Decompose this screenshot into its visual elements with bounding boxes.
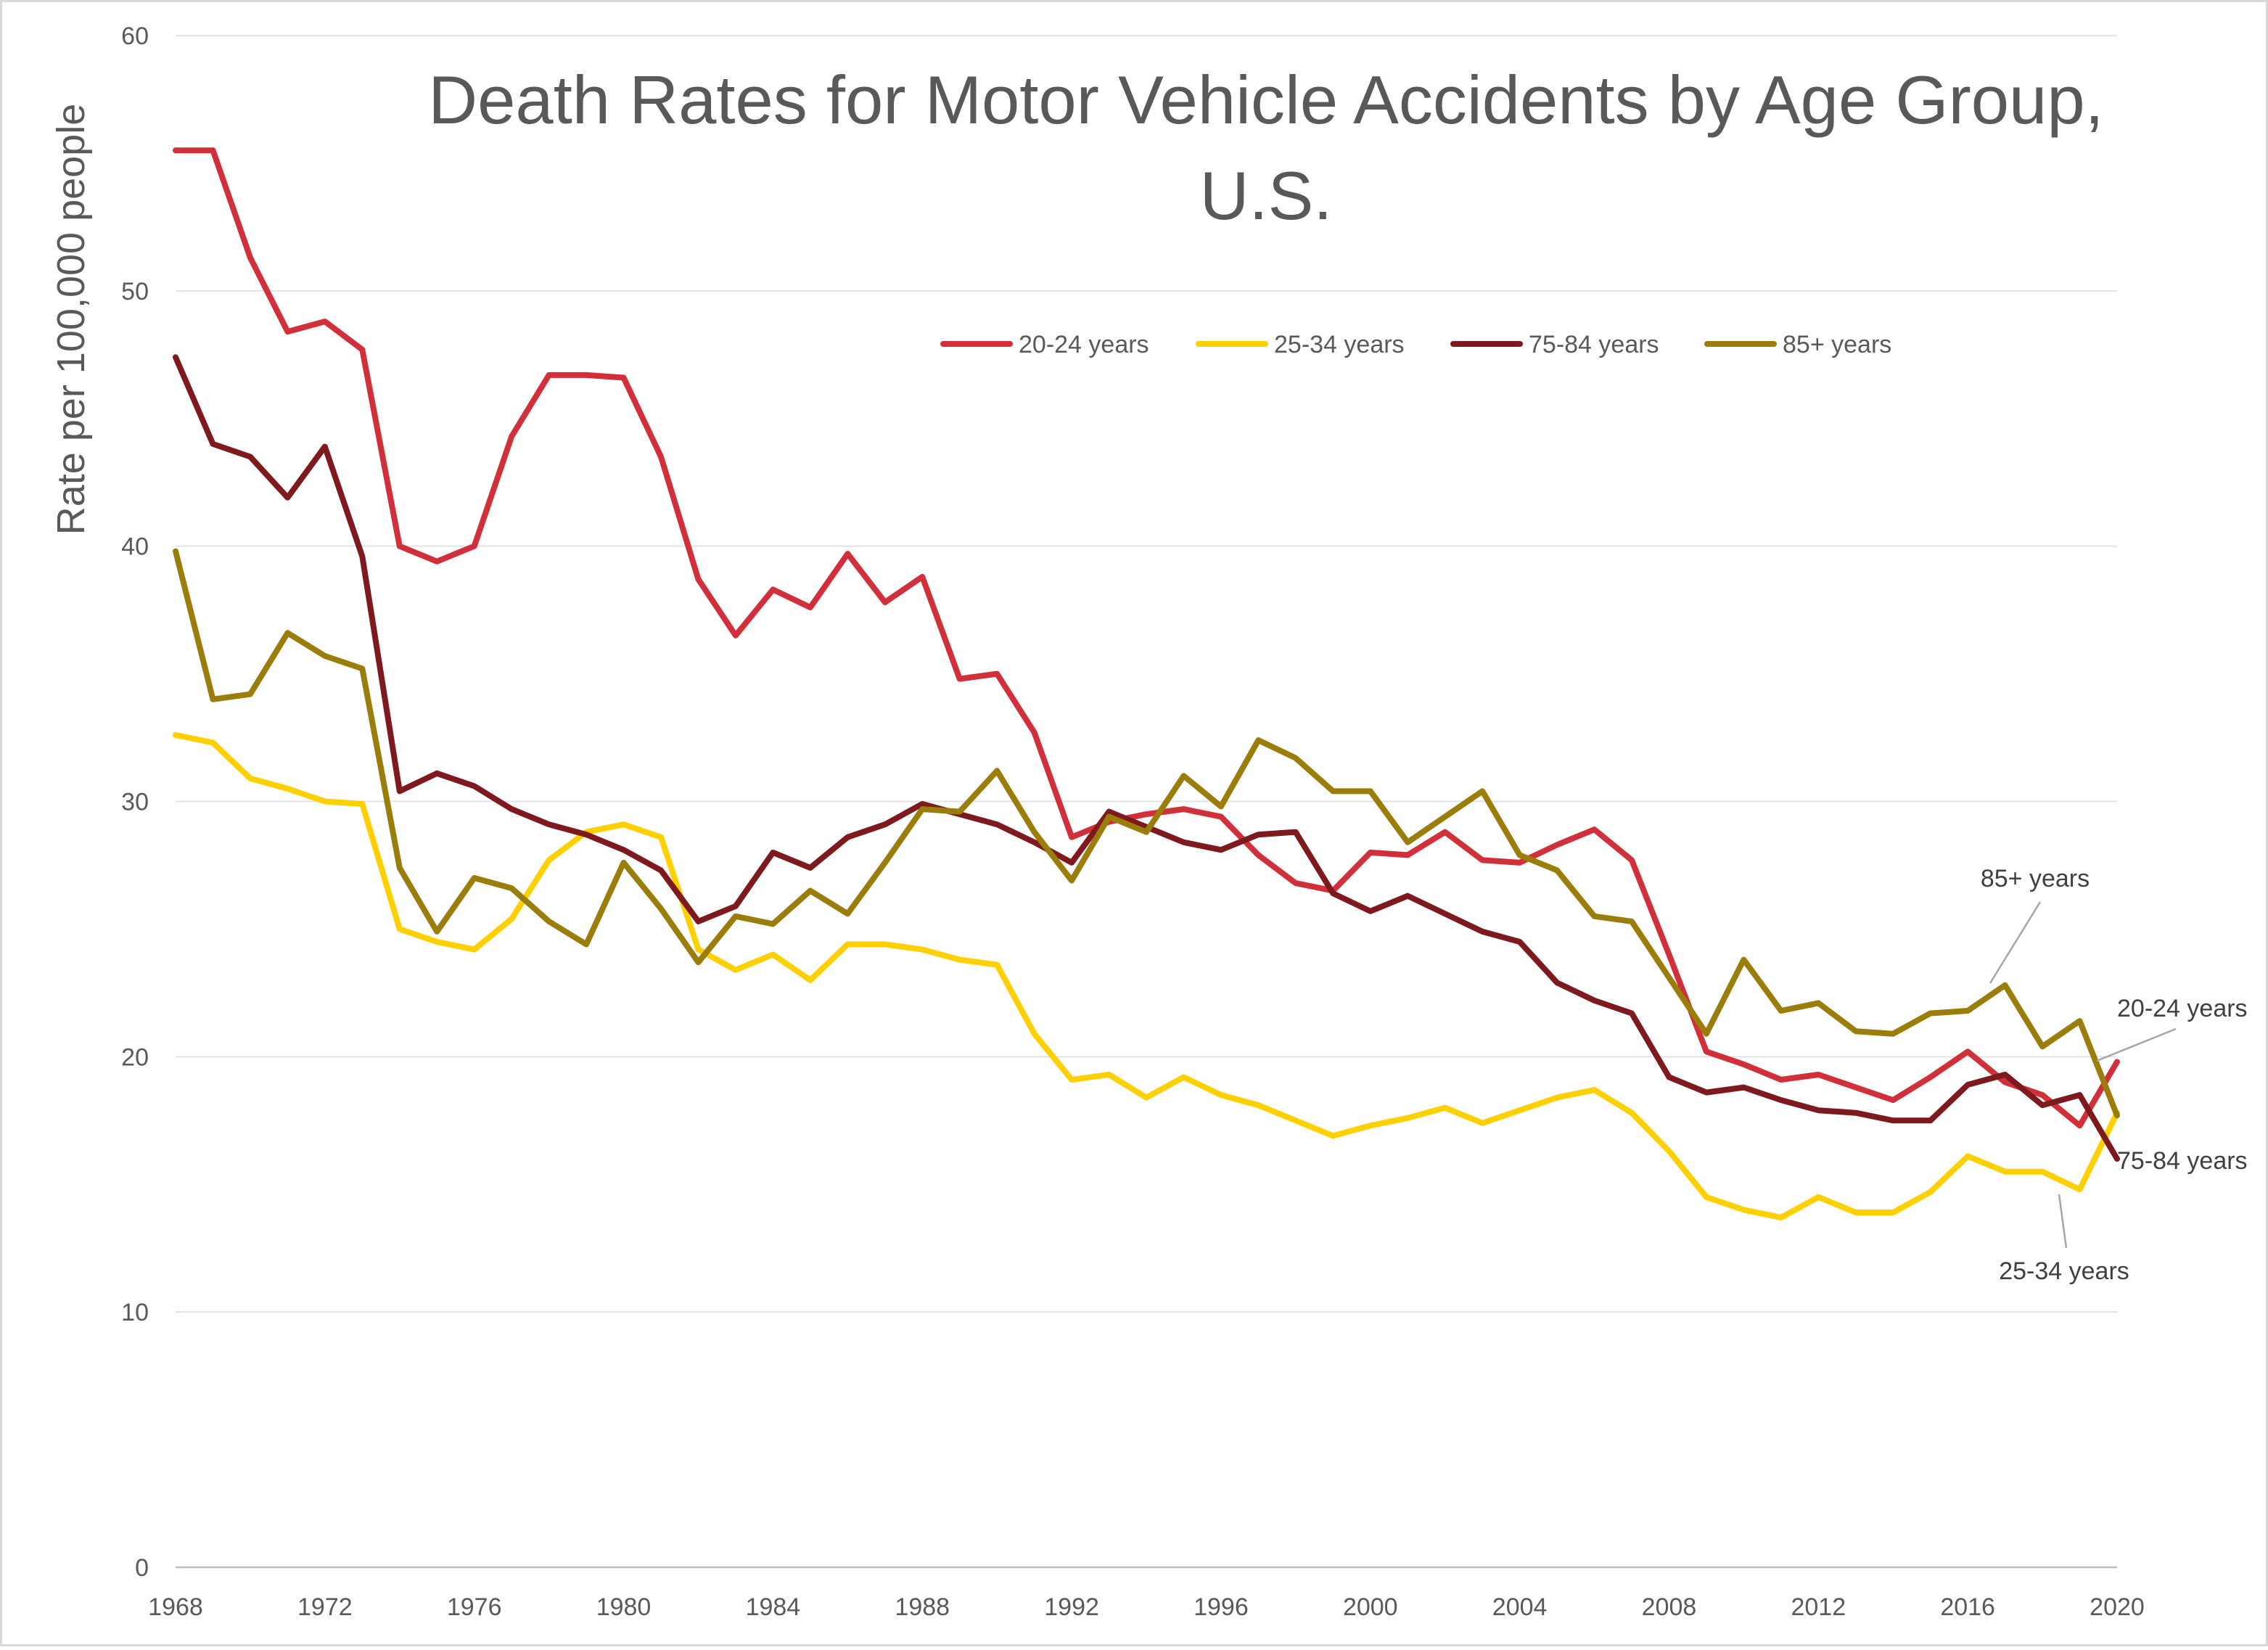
x-tick-label-1988: 1988 [895, 1593, 950, 1621]
callout-leader-25-34-years [2058, 1194, 2068, 1249]
x-tick-label-1984: 1984 [746, 1593, 801, 1621]
x-tick-label-2016: 2016 [1940, 1593, 1995, 1621]
chart-title-line-1: Death Rates for Motor Vehicle Accidents … [428, 62, 2103, 138]
x-tick-label-2004: 2004 [1492, 1593, 1548, 1621]
x-tick-label-2008: 2008 [1642, 1593, 1697, 1621]
y-tick-label-20: 20 [121, 1043, 149, 1071]
x-tick-label-2020: 2020 [2090, 1593, 2145, 1621]
x-tick-label-2000: 2000 [1343, 1593, 1398, 1621]
callout-label-85-years: 85+ years [1981, 865, 2090, 892]
callout-label-75-84-years: 75-84 years [2117, 1147, 2248, 1175]
series-line-20-24-years [173, 147, 2120, 1129]
x-tick-label-1968: 1968 [148, 1593, 203, 1621]
callout-label-20-24-years: 20-24 years [2117, 995, 2248, 1022]
y-tick-label-10: 10 [121, 1299, 149, 1326]
legend-label-25-34-years: 25-34 years [1274, 331, 1405, 358]
callout-label-25-34-years: 25-34 years [1999, 1257, 2129, 1285]
y-tick-label-40: 40 [121, 533, 149, 561]
legend-label-20-24-years: 20-24 years [1019, 331, 1149, 358]
y-axis-label: Rate per 100,000 people [49, 104, 93, 535]
series-line-25-34-years [173, 732, 2120, 1220]
series-lines [173, 147, 2120, 1220]
x-tick-label-1992: 1992 [1044, 1593, 1099, 1621]
callouts: 85+ years 20-24 years 75-84 years 25-34 yea… [1981, 865, 2248, 1285]
legend-label-85-years: 85+ years [1783, 331, 1891, 358]
legend-label-75-84-years: 75-84 years [1529, 331, 1659, 358]
y-tick-label-60: 60 [121, 22, 149, 50]
series-line-85-years [173, 548, 2120, 1119]
y-tick-label-30: 30 [121, 789, 149, 816]
x-tick-label-1996: 1996 [1193, 1593, 1249, 1621]
x-tick-label-1980: 1980 [596, 1593, 652, 1621]
legend: 20-24 years 25-34 years 75-84 years 85+ yea… [940, 331, 1891, 358]
chart-title-line-2: U.S. [1200, 157, 1333, 234]
x-tick-label-2012: 2012 [1791, 1593, 1846, 1621]
y-tick-label-50: 50 [121, 278, 149, 305]
callout-leader-85-years [1989, 901, 2042, 984]
x-tick-label-1972: 1972 [297, 1593, 353, 1621]
axes: 0 10 20 30 40 50 60 1968 1972 1976 1980 1984 1988 199… [121, 22, 2145, 1621]
x-tick-label-1976: 1976 [447, 1593, 502, 1621]
y-tick-label-0: 0 [135, 1554, 149, 1582]
callout-leader-20-24-years [2096, 1027, 2177, 1062]
